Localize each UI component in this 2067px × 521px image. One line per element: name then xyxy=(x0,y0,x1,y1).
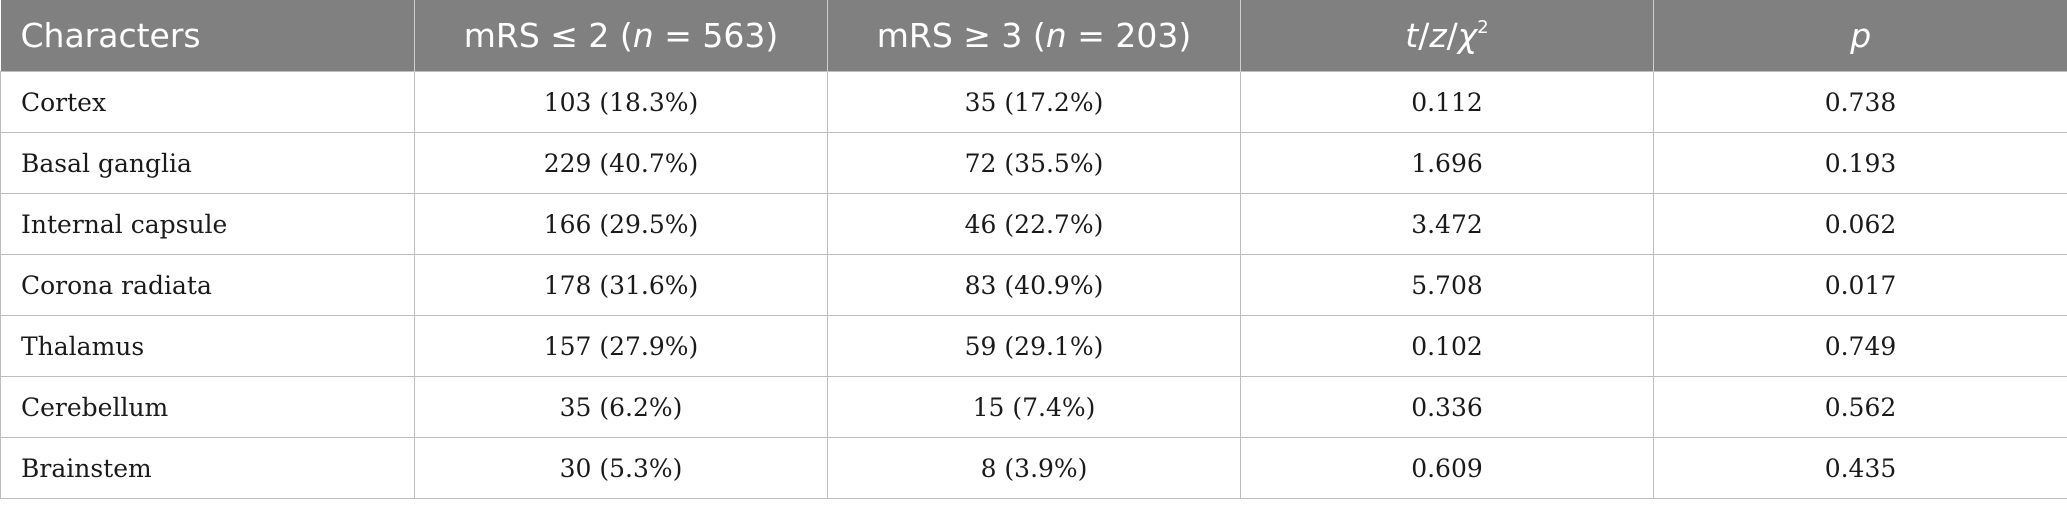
row-label: Cerebellum xyxy=(0,376,415,438)
row-label: Corona radiata xyxy=(0,254,415,316)
cell-mrs-ge-3: 46 (22.7%) xyxy=(827,193,1241,255)
header-stat-t: t xyxy=(1405,16,1419,55)
cell-mrs-le-2: 103 (18.3%) xyxy=(414,71,828,133)
header-characters: Characters xyxy=(20,16,201,55)
table-row: Internal capsule 166 (29.5%) 46 (22.7%) … xyxy=(0,193,2067,255)
cell-p-value: 0.435 xyxy=(1653,437,2067,499)
cell-p-value: 0.193 xyxy=(1653,132,2067,194)
row-label: Internal capsule xyxy=(0,193,415,255)
cell-mrs-le-2: 35 (6.2%) xyxy=(414,376,828,438)
header-row: Characters mRS ≤ 2 (n = 563) mRS ≥ 3 (n … xyxy=(0,0,2067,72)
cell-statistic: 0.112 xyxy=(1240,71,1654,133)
header-stat-sep1: / xyxy=(1418,16,1430,55)
header-mrs-ge-3-n: n xyxy=(1045,16,1067,55)
data-table: Characters mRS ≤ 2 (n = 563) mRS ≥ 3 (n … xyxy=(0,0,2067,499)
cell-p-value: 0.749 xyxy=(1653,315,2067,377)
cell-statistic: 0.102 xyxy=(1240,315,1654,377)
row-label: Basal ganglia xyxy=(0,132,415,194)
cell-statistic: 3.472 xyxy=(1240,193,1654,255)
header-stat-z: z xyxy=(1429,16,1447,55)
header-p-label: p xyxy=(1850,16,1872,55)
cell-mrs-le-2: 157 (27.9%) xyxy=(414,315,828,377)
header-mrs-ge-3-prefix: mRS ≥ 3 ( xyxy=(876,16,1046,55)
row-label: Thalamus xyxy=(0,315,415,377)
header-test-statistic: t/z/χ2 xyxy=(1240,0,1654,72)
data-table-container: Characters mRS ≤ 2 (n = 563) mRS ≥ 3 (n … xyxy=(0,0,2067,499)
header-p-value: p xyxy=(1653,0,2067,72)
cell-mrs-le-2: 178 (31.6%) xyxy=(414,254,828,316)
header-mrs-le-2-n: n xyxy=(632,16,654,55)
cell-p-value: 0.062 xyxy=(1653,193,2067,255)
table-row: Basal ganglia 229 (40.7%) 72 (35.5%) 1.6… xyxy=(0,132,2067,194)
cell-mrs-le-2: 229 (40.7%) xyxy=(414,132,828,194)
cell-p-value: 0.738 xyxy=(1653,71,2067,133)
row-label: Cortex xyxy=(0,71,415,133)
header-mrs-ge-3: mRS ≥ 3 (n = 203) xyxy=(827,0,1241,72)
cell-statistic: 0.336 xyxy=(1240,376,1654,438)
cell-mrs-ge-3: 15 (7.4%) xyxy=(827,376,1241,438)
header-stat-chi: χ xyxy=(1457,16,1478,55)
row-label: Brainstem xyxy=(0,437,415,499)
cell-mrs-le-2: 30 (5.3%) xyxy=(414,437,828,499)
header-mrs-le-2-suffix: = 563) xyxy=(653,16,779,55)
header-mrs-le-2-prefix: mRS ≤ 2 ( xyxy=(463,16,633,55)
cell-p-value: 0.017 xyxy=(1653,254,2067,316)
table-row: Corona radiata 178 (31.6%) 83 (40.9%) 5.… xyxy=(0,254,2067,316)
cell-mrs-ge-3: 35 (17.2%) xyxy=(827,71,1241,133)
cell-mrs-le-2: 166 (29.5%) xyxy=(414,193,828,255)
table-body: Cortex 103 (18.3%) 35 (17.2%) 0.112 0.73… xyxy=(0,71,2067,499)
header-stat-sep2: / xyxy=(1446,16,1458,55)
table-row: Brainstem 30 (5.3%) 8 (3.9%) 0.609 0.435 xyxy=(0,437,2067,499)
cell-statistic: 1.696 xyxy=(1240,132,1654,194)
table-row: Thalamus 157 (27.9%) 59 (29.1%) 0.102 0.… xyxy=(0,315,2067,377)
table-header: Characters mRS ≤ 2 (n = 563) mRS ≥ 3 (n … xyxy=(0,0,2067,72)
header-stat-sup: 2 xyxy=(1477,17,1489,38)
cell-statistic: 0.609 xyxy=(1240,437,1654,499)
cell-mrs-ge-3: 8 (3.9%) xyxy=(827,437,1241,499)
table-row: Cerebellum 35 (6.2%) 15 (7.4%) 0.336 0.5… xyxy=(0,376,2067,438)
cell-mrs-ge-3: 59 (29.1%) xyxy=(827,315,1241,377)
cell-mrs-ge-3: 83 (40.9%) xyxy=(827,254,1241,316)
table-row: Cortex 103 (18.3%) 35 (17.2%) 0.112 0.73… xyxy=(0,71,2067,133)
cell-p-value: 0.562 xyxy=(1653,376,2067,438)
cell-statistic: 5.708 xyxy=(1240,254,1654,316)
header-mrs-le-2: mRS ≤ 2 (n = 563) xyxy=(414,0,828,72)
header-mrs-ge-3-suffix: = 203) xyxy=(1066,16,1192,55)
cell-mrs-ge-3: 72 (35.5%) xyxy=(827,132,1241,194)
